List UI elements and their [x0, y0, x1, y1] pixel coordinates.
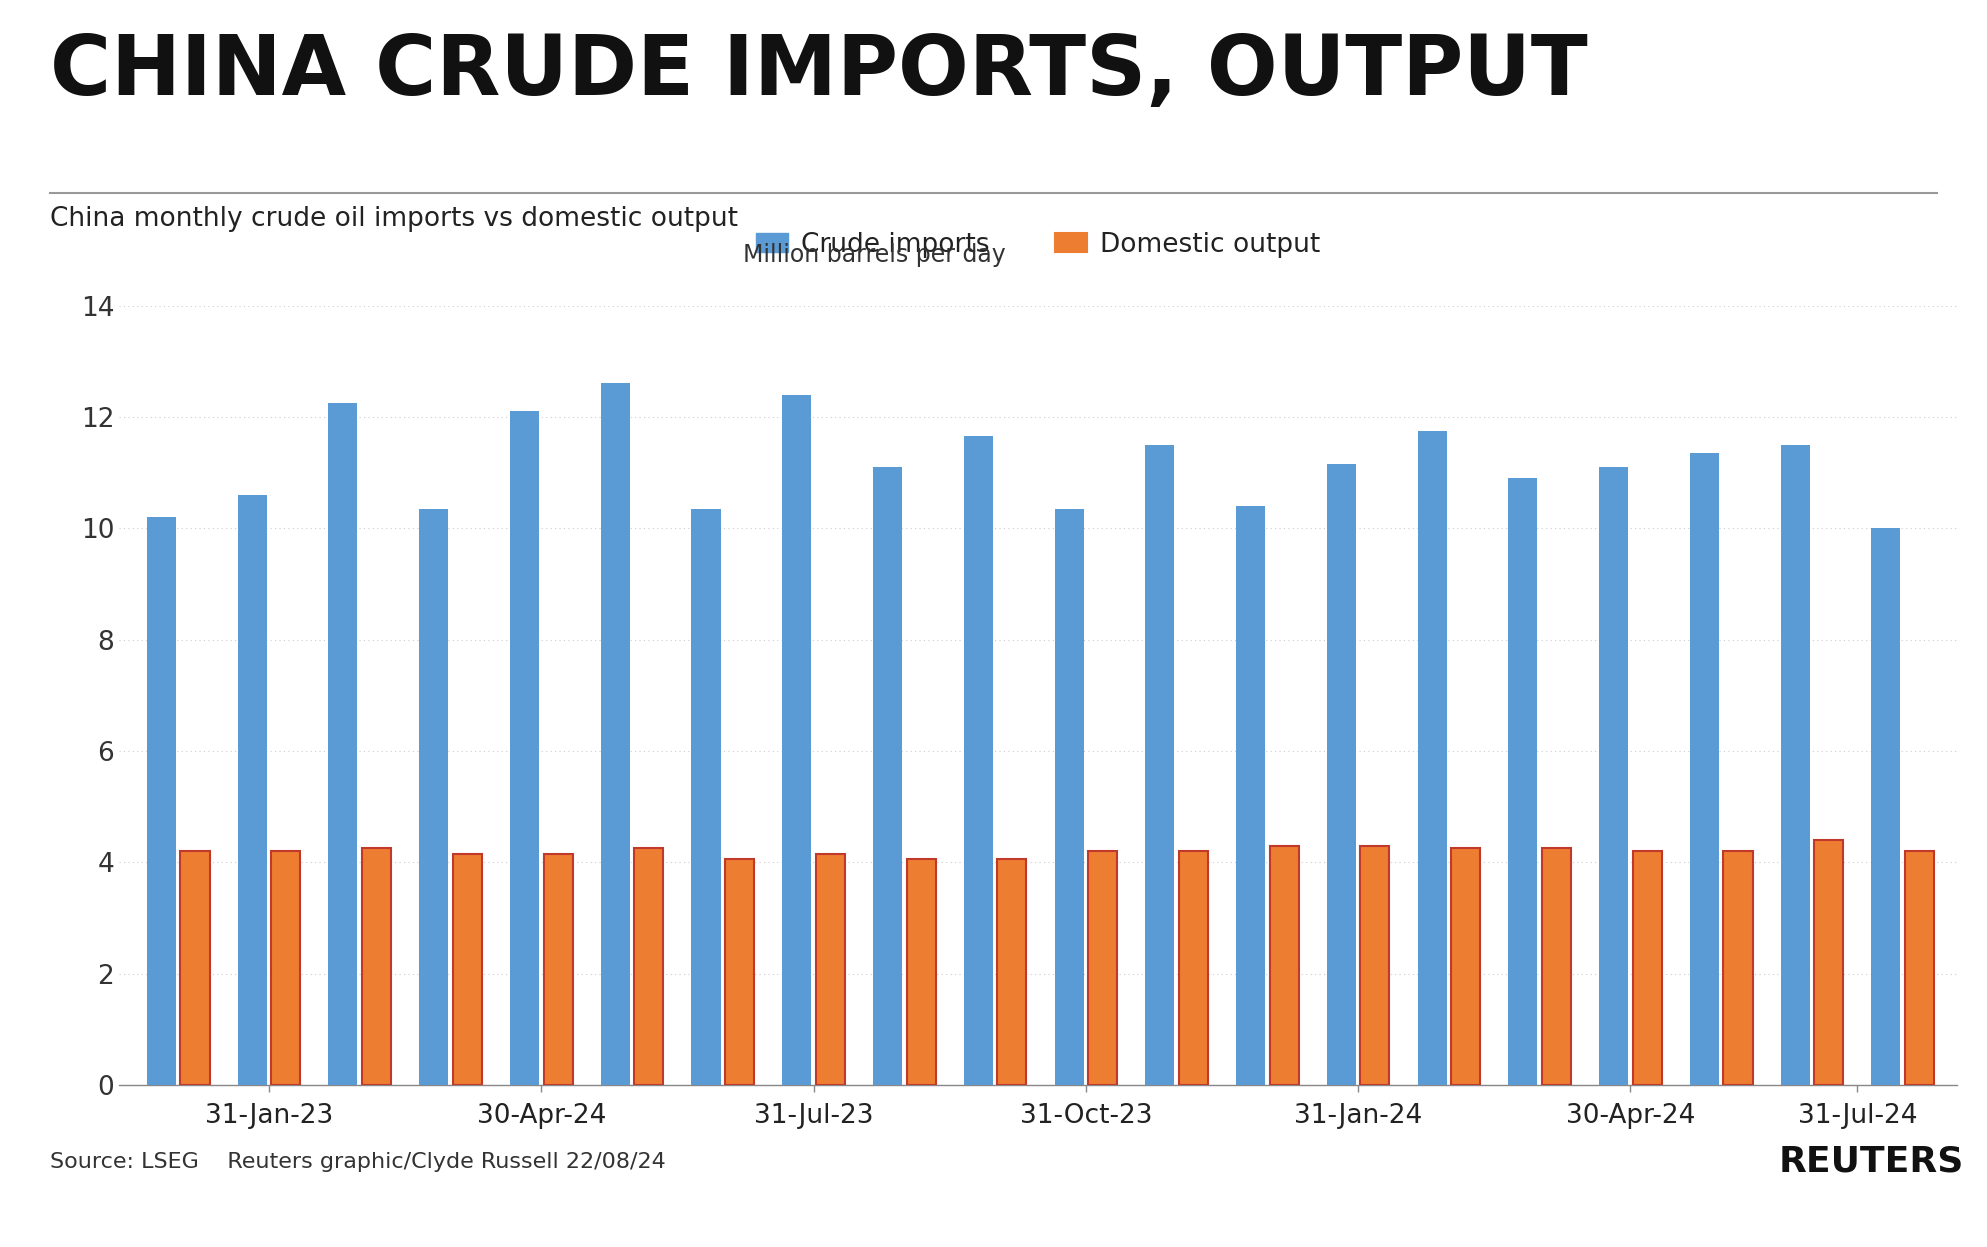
Bar: [181, 850, 209, 1085]
Bar: [964, 436, 994, 1085]
Text: Million barrels per day: Million barrels per day: [743, 243, 1005, 267]
Bar: [1089, 850, 1117, 1085]
Bar: [453, 854, 481, 1085]
Bar: [997, 859, 1027, 1085]
Text: CHINA CRUDE IMPORTS, OUTPUT: CHINA CRUDE IMPORTS, OUTPUT: [50, 31, 1588, 112]
Text: REUTERS: REUTERS: [1778, 1145, 1963, 1178]
Bar: [1600, 466, 1627, 1085]
Bar: [1270, 845, 1299, 1085]
Bar: [600, 384, 630, 1085]
Bar: [419, 509, 449, 1085]
Bar: [1906, 850, 1933, 1085]
Bar: [1814, 840, 1844, 1085]
Bar: [362, 848, 391, 1085]
Bar: [634, 848, 664, 1085]
Bar: [1236, 506, 1266, 1085]
Bar: [1542, 848, 1572, 1085]
Bar: [906, 859, 936, 1085]
Bar: [872, 466, 902, 1085]
Bar: [725, 859, 755, 1085]
Bar: [1417, 430, 1447, 1085]
Bar: [511, 412, 538, 1085]
Bar: [328, 403, 358, 1085]
Bar: [1327, 464, 1355, 1085]
Bar: [1723, 850, 1753, 1085]
Bar: [783, 394, 811, 1085]
Bar: [1633, 850, 1661, 1085]
Bar: [1451, 848, 1480, 1085]
Bar: [1178, 850, 1208, 1085]
Bar: [1780, 445, 1810, 1085]
Bar: [691, 509, 721, 1085]
Bar: [1361, 845, 1389, 1085]
Bar: [1145, 445, 1174, 1085]
Bar: [1872, 529, 1900, 1085]
Bar: [1508, 478, 1538, 1085]
Bar: [544, 854, 572, 1085]
Bar: [817, 854, 844, 1085]
Text: China monthly crude oil imports vs domestic output: China monthly crude oil imports vs domes…: [50, 206, 737, 232]
Bar: [1689, 453, 1719, 1085]
Bar: [238, 495, 266, 1085]
Bar: [147, 518, 177, 1085]
Bar: [272, 850, 300, 1085]
Legend: Crude imports, Domestic output: Crude imports, Domestic output: [745, 221, 1331, 268]
Text: Source: LSEG    Reuters graphic/Clyde Russell 22/08/24: Source: LSEG Reuters graphic/Clyde Russe…: [50, 1152, 666, 1172]
Bar: [1055, 509, 1083, 1085]
